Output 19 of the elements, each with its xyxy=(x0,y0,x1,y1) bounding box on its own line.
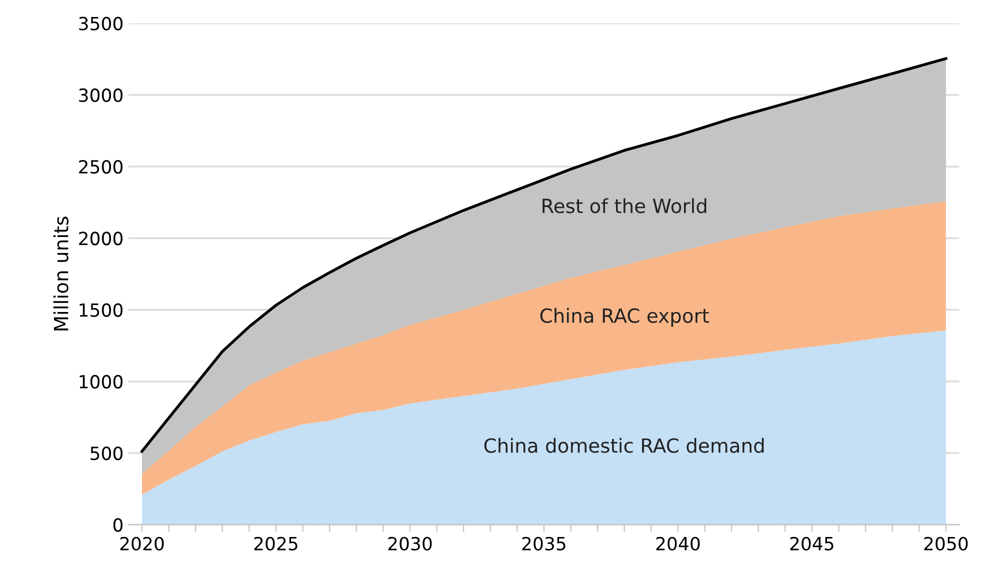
y-tick-label: 2500 xyxy=(79,160,123,174)
series-label: China RAC export xyxy=(540,308,709,327)
x-tick-label: 2035 xyxy=(522,536,566,550)
series-label: China domestic RAC demand xyxy=(484,438,764,453)
series-label: Rest of the World xyxy=(542,198,706,214)
y-tick-label: 1500 xyxy=(80,303,123,317)
x-tick-label: 2025 xyxy=(254,536,298,550)
y-tick-label: 1000 xyxy=(80,374,123,389)
x-tick-label: 2020 xyxy=(120,536,164,550)
y-tick-label: 2000 xyxy=(79,232,123,246)
x-tick-label: 2045 xyxy=(790,536,834,550)
y-tick-label: 3500 xyxy=(79,16,123,30)
y-tick-label: 500 xyxy=(90,446,123,460)
x-tick-label: 2040 xyxy=(656,536,700,550)
y-tick-label: 0 xyxy=(113,518,123,532)
x-tick-label: 2030 xyxy=(388,536,432,550)
y-tick-label: 3000 xyxy=(79,88,123,102)
y-axis-title: Million units xyxy=(53,216,68,330)
x-tick-label: 2050 xyxy=(924,536,968,550)
